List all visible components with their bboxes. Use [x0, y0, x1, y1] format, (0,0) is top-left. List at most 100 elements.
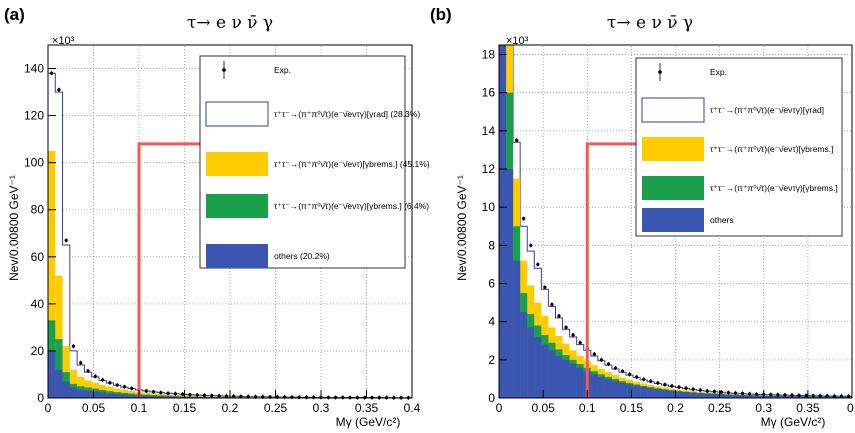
- exp-point: [776, 393, 780, 397]
- exp-point: [529, 243, 533, 247]
- bar-brems_yellow: [55, 275, 63, 398]
- bar-others: [128, 394, 136, 398]
- legend-swatch-brems_yellow: [642, 137, 704, 161]
- y-multiplier-b: ×10³: [506, 35, 529, 47]
- bar-others: [569, 363, 577, 398]
- x-tick-label: 0.05: [531, 401, 555, 415]
- y-tick-label: 14: [482, 124, 496, 138]
- y-tick-label: 0: [37, 391, 44, 405]
- bar-others: [77, 389, 85, 398]
- bar-others: [527, 327, 535, 398]
- exp-point: [232, 394, 236, 398]
- cut-arrow: [137, 142, 209, 398]
- legend-swatch-brems_green: [642, 176, 704, 200]
- x-axis-label-b: Mγ (GeV/c²): [761, 415, 826, 429]
- bar-others: [696, 393, 704, 398]
- bar-others: [186, 396, 194, 398]
- exp-point: [64, 238, 68, 242]
- exp-point: [246, 395, 250, 399]
- exp-point: [93, 374, 97, 378]
- exp-point: [57, 88, 61, 92]
- bar-others: [179, 396, 187, 398]
- exp-point: [522, 217, 526, 221]
- exp-point: [804, 393, 808, 398]
- bar-others: [555, 356, 563, 398]
- exp-point: [86, 369, 90, 373]
- x-tick-label: 0.15: [173, 401, 197, 415]
- chart-title-b: τ→ e ν ν̄ γ: [607, 13, 693, 33]
- bar-others: [753, 395, 761, 398]
- x-axis-label-a: Mγ (GeV/c²): [336, 415, 401, 429]
- bar-others: [731, 394, 740, 398]
- y-tick-label: 140: [24, 62, 44, 76]
- y-tick-label: 0: [488, 391, 495, 405]
- panel-label-b: (b): [430, 5, 452, 24]
- legend-exp-marker: [658, 70, 662, 74]
- bar-others: [520, 312, 528, 398]
- y-tick-label: 20: [31, 344, 45, 358]
- y-tick-label: 6: [488, 277, 495, 291]
- y-tick-label: 12: [482, 162, 496, 176]
- exp-point: [677, 385, 681, 389]
- exp-point: [606, 362, 611, 366]
- legend-swatch-brems_green: [206, 194, 268, 218]
- bar-others: [55, 369, 63, 398]
- legend-swatch-others: [642, 208, 704, 232]
- bar-others: [113, 394, 121, 398]
- exp-point: [108, 381, 112, 385]
- x-tick-label: 0.2: [667, 401, 684, 415]
- y-tick-label: 60: [31, 250, 45, 264]
- x-tick-label: 0.1: [579, 401, 596, 415]
- legend-swatch-brems_yellow: [206, 152, 268, 176]
- x-tick-label: 0.05: [82, 401, 106, 415]
- legend-label-brems_green: τ⁺τ⁻→(π⁺π⁰ν̄τ)(e⁻ν̄eντγ)[γbrems.] (6.4%): [274, 201, 429, 211]
- legend-label-brems_yellow: τ⁺τ⁻→(π⁺π⁰ν̄τ)(e⁻ν̄eντ)[γbrems.]: [710, 144, 834, 154]
- x-tick-label: 0: [45, 401, 52, 415]
- bar-others: [767, 395, 775, 398]
- x-tick-label: 0.35: [796, 401, 820, 415]
- exp-point: [818, 394, 822, 398]
- bar-others: [724, 394, 732, 398]
- bar-others: [626, 384, 634, 398]
- exp-point: [50, 71, 54, 75]
- legend-label-exp: Exp.: [710, 67, 727, 77]
- y-tick-label: 120: [24, 109, 44, 123]
- y-tick-label: 16: [482, 86, 496, 100]
- exp-point: [635, 375, 639, 379]
- exp-point: [684, 386, 688, 390]
- bar-others: [548, 350, 556, 398]
- bar-others: [611, 380, 620, 398]
- bar-others: [84, 390, 92, 398]
- x-tick-label: 0.25: [708, 401, 732, 415]
- bar-others: [668, 390, 676, 398]
- exp-point: [670, 384, 674, 388]
- bar-others: [604, 378, 612, 398]
- exp-point: [564, 325, 568, 329]
- bar-others: [157, 396, 165, 398]
- chart-title-a: τ→ e ν ν̄ γ: [187, 13, 273, 33]
- y-tick-label: 80: [31, 203, 45, 217]
- bar-others: [62, 381, 70, 398]
- bar-others: [647, 388, 655, 398]
- bar-others: [534, 336, 542, 398]
- x-tick-label: 0.2: [222, 401, 239, 415]
- panel-label-a: (a): [4, 5, 25, 24]
- x-tick-label: 0.1: [131, 401, 148, 415]
- bar-others: [739, 395, 747, 398]
- legend-swatch-rad: [641, 97, 705, 123]
- exp-point: [726, 391, 731, 395]
- bar-others: [513, 260, 521, 398]
- exp-point: [195, 393, 199, 397]
- bar-others: [746, 395, 754, 398]
- x-tick-label: 0.25: [264, 401, 288, 415]
- legend-label-brems_green: τ⁺τ⁻→(π⁺π⁰ν̄τ)(e⁻ν̄eντγ)[γbrems.]: [710, 183, 838, 193]
- bar-others: [562, 359, 570, 398]
- legend-label-others: others: [710, 215, 734, 225]
- exp-point: [181, 392, 185, 396]
- exp-point: [578, 341, 582, 345]
- series-line-rad: [498, 44, 852, 398]
- exp-point: [599, 358, 603, 362]
- exp-point: [159, 390, 163, 395]
- bar-others: [142, 395, 150, 398]
- bar-others: [689, 392, 697, 398]
